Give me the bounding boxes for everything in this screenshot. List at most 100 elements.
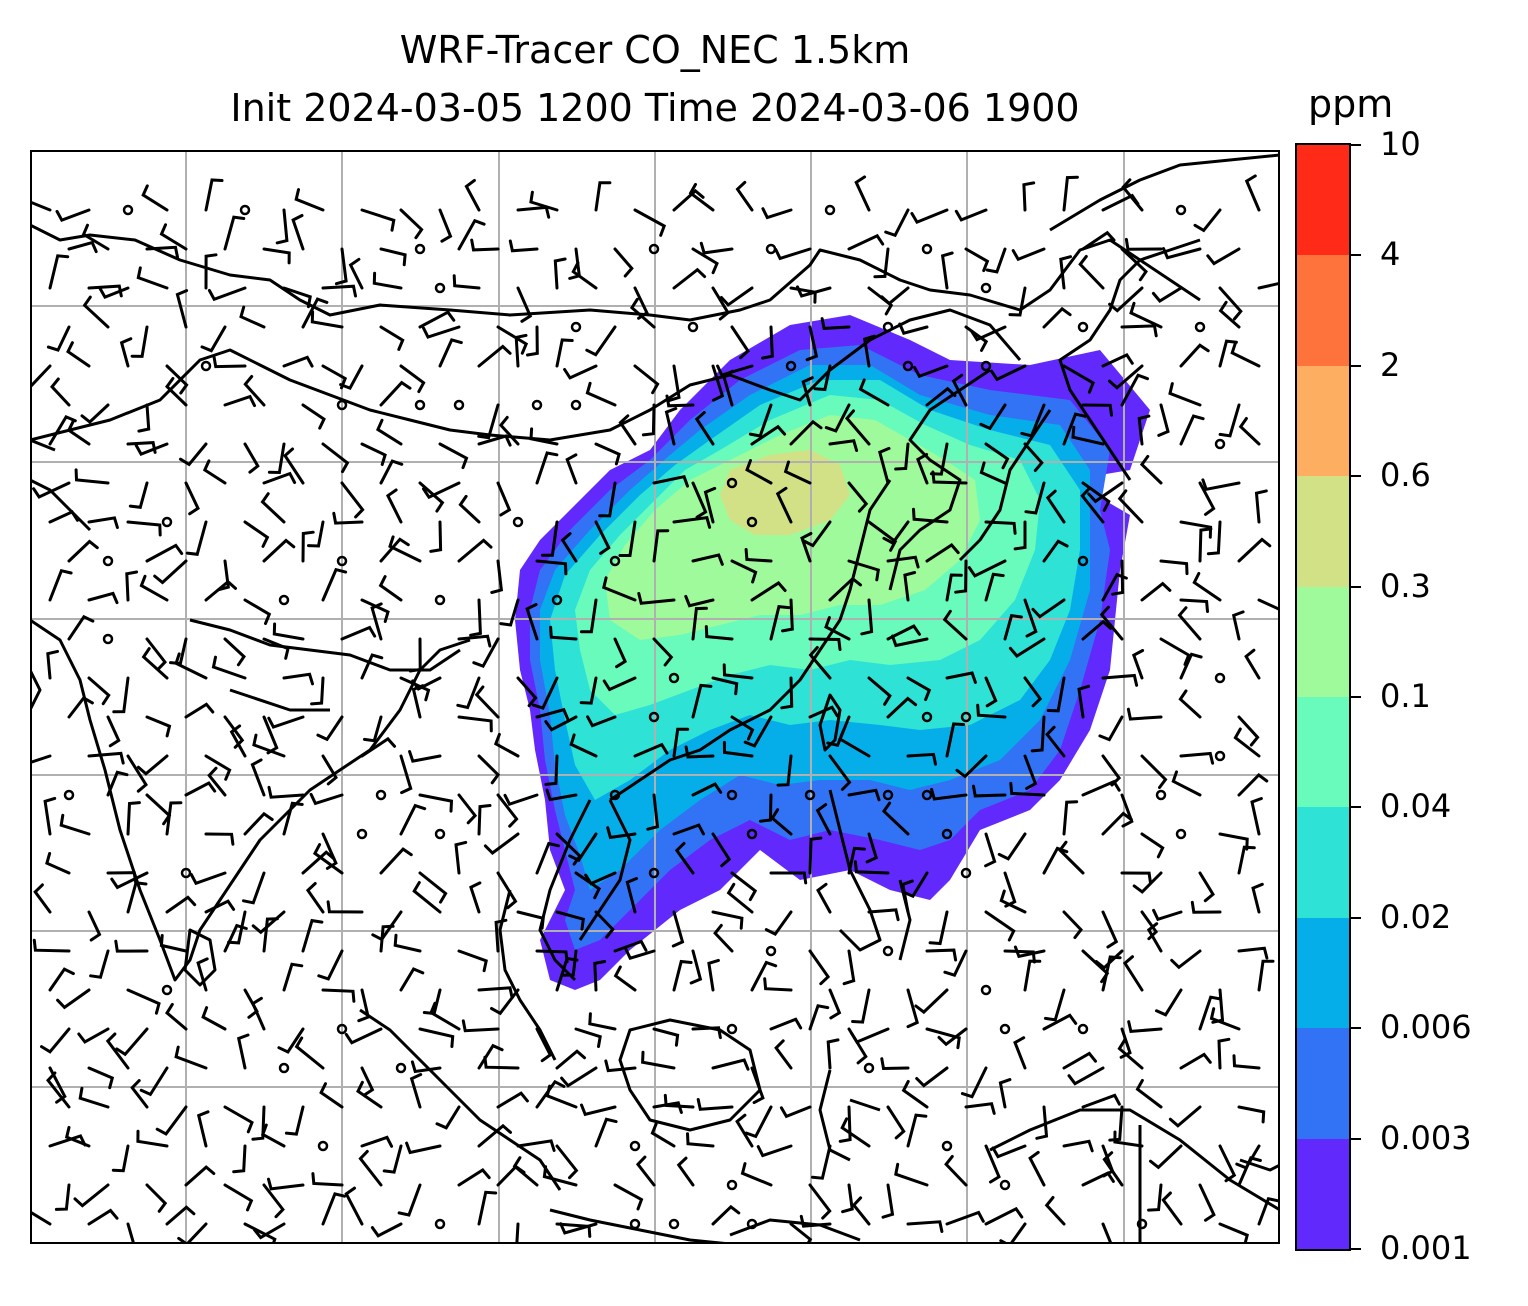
- colorbar-segment: [1297, 254, 1349, 366]
- wind-barb: [204, 754, 232, 781]
- wind-barb: [745, 459, 773, 485]
- wind-barb: [535, 1027, 553, 1063]
- wind-barb: [262, 1183, 285, 1219]
- wind-barb: [1080, 487, 1105, 524]
- wind-barb: [1071, 425, 1105, 446]
- wind-barb: [984, 910, 1016, 942]
- wind-barb: [284, 1105, 305, 1136]
- colorbar-tick: [1351, 696, 1361, 698]
- wind-barb: [87, 1066, 115, 1090]
- wind-barb: [1190, 900, 1222, 914]
- calm-wind-marker: [1077, 555, 1089, 567]
- wind-barb: [535, 707, 570, 721]
- wind-barb: [418, 871, 448, 904]
- colorbar-tick: [1351, 585, 1361, 588]
- wind-barb: [301, 530, 315, 563]
- wind-barb: [1159, 559, 1189, 576]
- wind-barb: [613, 1183, 644, 1211]
- wind-barb: [985, 247, 1007, 274]
- wind-barb: [114, 939, 149, 953]
- wind-barb: [972, 784, 1007, 798]
- wind-barb: [1251, 882, 1264, 914]
- colorbar-segment: [1297, 806, 1349, 918]
- wind-barb: [906, 1113, 928, 1148]
- wind-barb: [399, 967, 425, 992]
- wind-barb: [796, 285, 832, 298]
- wind-barb: [863, 334, 876, 368]
- wind-barb: [457, 218, 486, 251]
- wind-barb: [1081, 779, 1121, 797]
- wind-barb: [783, 460, 812, 485]
- wind-barb: [165, 895, 197, 914]
- wind-barb: [776, 754, 793, 787]
- wind-barb: [1131, 649, 1145, 680]
- calm-wind-marker: [921, 789, 933, 801]
- wind-barb: [847, 481, 869, 513]
- wind-barb: [1237, 1105, 1266, 1124]
- wind-barb: [942, 609, 968, 641]
- wind-barb: [262, 917, 279, 953]
- wind-barb: [867, 908, 900, 922]
- wind-barb: [624, 947, 656, 961]
- wind-barb: [1244, 648, 1261, 680]
- wind-barb: [177, 1222, 208, 1244]
- wind-barb: [1087, 481, 1124, 504]
- wind-barb: [851, 988, 871, 1024]
- wind-barb: [115, 1027, 149, 1057]
- wind-barb: [165, 801, 183, 836]
- wind-barb: [613, 939, 648, 953]
- colorbar-tick: [1351, 144, 1361, 146]
- wind-barb: [153, 559, 188, 585]
- calm-wind-marker: [453, 399, 465, 411]
- calm-wind-marker: [980, 984, 992, 996]
- wind-barb: [847, 233, 885, 251]
- calm-wind-marker: [414, 399, 426, 411]
- wind-barb: [931, 470, 968, 485]
- wind-barb: [508, 239, 539, 253]
- wind-barb: [126, 520, 162, 537]
- wind-barb: [850, 1027, 890, 1044]
- wind-barb: [159, 934, 188, 953]
- wind-barb: [379, 325, 405, 351]
- wind-barb: [312, 843, 344, 875]
- wind-barb: [1238, 417, 1261, 446]
- wind-barb: [212, 355, 247, 369]
- wind-barb: [294, 1036, 325, 1070]
- wind-barb: [1023, 676, 1043, 708]
- wind-barb: [598, 481, 617, 518]
- wind-barb: [516, 910, 545, 930]
- calm-wind-marker: [122, 204, 134, 216]
- wind-barb: [382, 1144, 403, 1174]
- wind-barb: [841, 1183, 854, 1214]
- wind-barb: [126, 881, 148, 914]
- wind-barb: [490, 559, 504, 594]
- wind-barb: [691, 606, 708, 641]
- wind-barb: [1237, 715, 1260, 747]
- wind-barb: [945, 573, 963, 602]
- calm-wind-marker: [999, 1179, 1011, 1191]
- wind-barb: [672, 959, 693, 992]
- wind-barb: [229, 724, 247, 758]
- wind-barb: [301, 918, 324, 953]
- colorbar-segment: [1297, 365, 1349, 477]
- wind-barb: [1062, 910, 1083, 940]
- wind-barb: [735, 1113, 754, 1148]
- wind-barb: [860, 598, 874, 636]
- wind-barb: [886, 1105, 906, 1140]
- wind-barb: [67, 539, 99, 563]
- wind-barb: [78, 1086, 110, 1109]
- colorbar-segment: [1297, 1027, 1349, 1139]
- wind-barb: [277, 1027, 305, 1054]
- wind-barb: [761, 207, 793, 220]
- wind-barb: [477, 344, 512, 368]
- wind-barb: [223, 923, 248, 953]
- wind-barb: [691, 553, 724, 566]
- wind-barb: [801, 376, 814, 407]
- wind-barb: [309, 792, 344, 806]
- wind-barb: [529, 190, 559, 212]
- calm-wind-marker: [687, 321, 699, 333]
- wind-barb: [1078, 254, 1105, 290]
- colorbar-tick: [1351, 1027, 1361, 1030]
- wind-barb: [310, 310, 344, 329]
- wind-barb: [137, 403, 151, 433]
